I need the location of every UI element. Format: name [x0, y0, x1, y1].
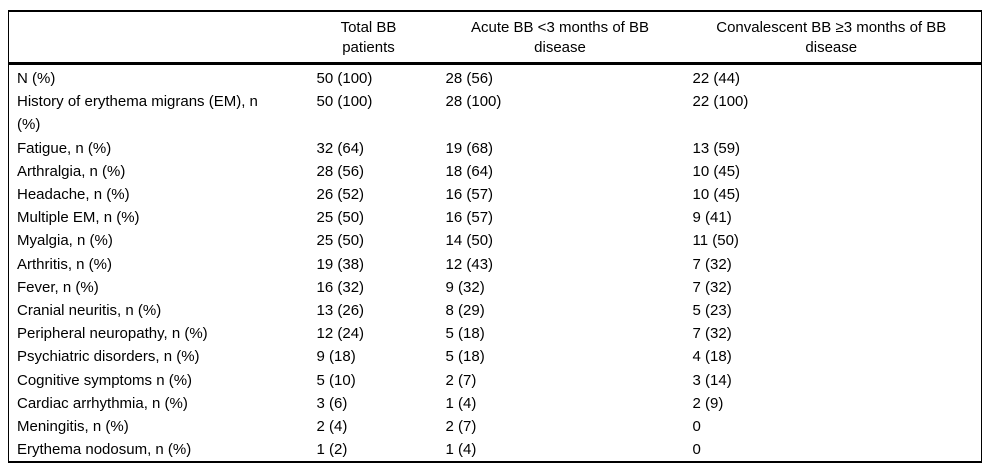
table-row: Meningitis, n (%) 2 (4) 2 (7) 0	[9, 415, 982, 438]
header-total-bb-patients: Total BB patients	[298, 11, 439, 65]
cell-convalescent-bb: 10 (45)	[692, 186, 741, 204]
table-row: Fever, n (%) 16 (32) 9 (32) 7 (32)	[9, 276, 982, 299]
cell-acute-bb: 12 (43)	[445, 255, 494, 273]
cell-acute-bb: 16 (57)	[445, 186, 494, 204]
cell-convalescent-bb: 9 (41)	[692, 209, 732, 227]
cell-acute-bb: 1 (4)	[445, 441, 477, 459]
table-row: Fatigue, n (%) 32 (64) 19 (68) 13 (59)	[9, 137, 982, 160]
cell-total-bb: 12 (24)	[316, 325, 365, 343]
table-row: History of erythema migrans (EM), n (%) 5…	[9, 90, 982, 136]
table-row: Cognitive symptoms n (%) 5 (10) 2 (7) 3 (14…	[9, 369, 982, 392]
cell-total-bb: 50 (100)	[316, 70, 373, 87]
cell-acute-bb: 1 (4)	[445, 394, 477, 412]
cell-acute-bb: 18 (64)	[445, 162, 494, 180]
cell-convalescent-bb: 7 (32)	[692, 325, 732, 343]
row-label: Peripheral neuropathy, n (%)	[17, 325, 208, 343]
row-label: Meningitis, n (%)	[17, 418, 129, 436]
cell-convalescent-bb: 5 (23)	[692, 302, 732, 320]
header-row: Total BB patients Acute BB <3 months of …	[8, 11, 982, 65]
bb-symptoms-table: Total BB patients Acute BB <3 months of …	[8, 10, 982, 464]
row-label: N (%)	[17, 70, 56, 87]
table-row: Cranial neuritis, n (%) 13 (26) 8 (29) 5 (2…	[9, 299, 982, 322]
row-label: Cranial neuritis, n (%)	[17, 302, 162, 320]
table-row: Psychiatric disorders, n (%) 9 (18) 5 (18)…	[9, 345, 982, 368]
row-label: Cognitive symptoms n (%)	[17, 371, 193, 389]
cell-total-bb: 16 (32)	[316, 278, 365, 296]
cell-convalescent-bb: 22 (44)	[692, 70, 741, 87]
row-label: Fatigue, n (%)	[17, 139, 112, 157]
cell-acute-bb: 19 (68)	[445, 139, 494, 157]
cell-acute-bb: 28 (56)	[445, 70, 494, 87]
cell-acute-bb: 2 (7)	[445, 418, 477, 436]
cell-acute-bb: 28 (100)	[445, 93, 502, 111]
row-label: Myalgia, n (%)	[17, 232, 113, 250]
row-label: Headache, n (%)	[17, 186, 130, 204]
cell-acute-bb: 8 (29)	[445, 302, 485, 320]
cell-total-bb: 26 (52)	[316, 186, 365, 204]
cell-convalescent-bb: 0	[692, 418, 701, 436]
table-row: N (%) 50 (100) 28 (56) 22 (44)	[9, 64, 982, 91]
header-convalescent-bb: Convalescent BB ≥3 months of BB disease	[681, 11, 982, 65]
cell-total-bb: 25 (50)	[316, 209, 365, 227]
row-label: History of erythema migrans (EM), n (%)	[17, 93, 258, 134]
row-label: Fever, n (%)	[17, 278, 99, 296]
cell-convalescent-bb: 10 (45)	[692, 162, 741, 180]
cell-convalescent-bb: 13 (59)	[692, 139, 741, 157]
header-empty-cell	[8, 11, 299, 65]
cell-acute-bb: 14 (50)	[445, 232, 494, 250]
cell-total-bb: 1 (2)	[316, 441, 348, 459]
row-label: Multiple EM, n (%)	[17, 209, 140, 227]
header-acute-bb: Acute BB <3 months of BB disease	[438, 11, 682, 65]
cell-total-bb: 28 (56)	[316, 162, 365, 180]
cell-total-bb: 19 (38)	[316, 255, 365, 273]
cell-convalescent-bb: 4 (18)	[692, 348, 732, 366]
cell-total-bb: 25 (50)	[316, 232, 365, 250]
table-row: Erythema nodosum, n (%) 1 (2) 1 (4) 0	[9, 438, 982, 462]
cell-acute-bb: 5 (18)	[445, 325, 485, 343]
table-row: Peripheral neuropathy, n (%) 12 (24) 5 (18…	[9, 322, 982, 345]
cell-total-bb: 2 (4)	[316, 418, 348, 436]
row-label: Arthritis, n (%)	[17, 255, 113, 273]
cell-acute-bb: 5 (18)	[445, 348, 485, 366]
table-row: Arthralgia, n (%) 28 (56) 18 (64) 10 (45)	[9, 160, 982, 183]
cell-acute-bb: 9 (32)	[445, 278, 485, 296]
table-body: N (%) 50 (100) 28 (56) 22 (44) History of er…	[9, 64, 982, 463]
table-row: Multiple EM, n (%) 25 (50) 16 (57) 9 (41)	[9, 206, 982, 229]
row-label: Erythema nodosum, n (%)	[17, 441, 192, 459]
cell-total-bb: 32 (64)	[316, 139, 365, 157]
row-label: Arthralgia, n (%)	[17, 162, 126, 180]
cell-acute-bb: 16 (57)	[445, 209, 494, 227]
cell-convalescent-bb: 0	[692, 441, 701, 459]
cell-convalescent-bb: 3 (14)	[692, 371, 732, 389]
cell-convalescent-bb: 2 (9)	[692, 394, 724, 412]
row-label: Psychiatric disorders, n (%)	[17, 348, 200, 366]
table-row: Myalgia, n (%) 25 (50) 14 (50) 11 (50)	[9, 229, 982, 252]
cell-convalescent-bb: 7 (32)	[692, 278, 732, 296]
cell-total-bb: 5 (10)	[316, 371, 356, 389]
table-row: Arthritis, n (%) 19 (38) 12 (43) 7 (32)	[9, 253, 982, 276]
table-row: Headache, n (%) 26 (52) 16 (57) 10 (45)	[9, 183, 982, 206]
cell-total-bb: 50 (100)	[316, 93, 373, 111]
cell-acute-bb: 2 (7)	[445, 371, 477, 389]
cell-convalescent-bb: 22 (100)	[692, 93, 749, 111]
table-row: Cardiac arrhythmia, n (%) 3 (6) 1 (4) 2 (9)	[9, 392, 982, 415]
cell-total-bb: 9 (18)	[316, 348, 356, 366]
cell-convalescent-bb: 11 (50)	[692, 232, 739, 250]
cell-total-bb: 13 (26)	[316, 302, 365, 320]
row-label: Cardiac arrhythmia, n (%)	[17, 394, 188, 412]
cell-total-bb: 3 (6)	[316, 394, 348, 412]
cell-convalescent-bb: 7 (32)	[692, 255, 732, 273]
